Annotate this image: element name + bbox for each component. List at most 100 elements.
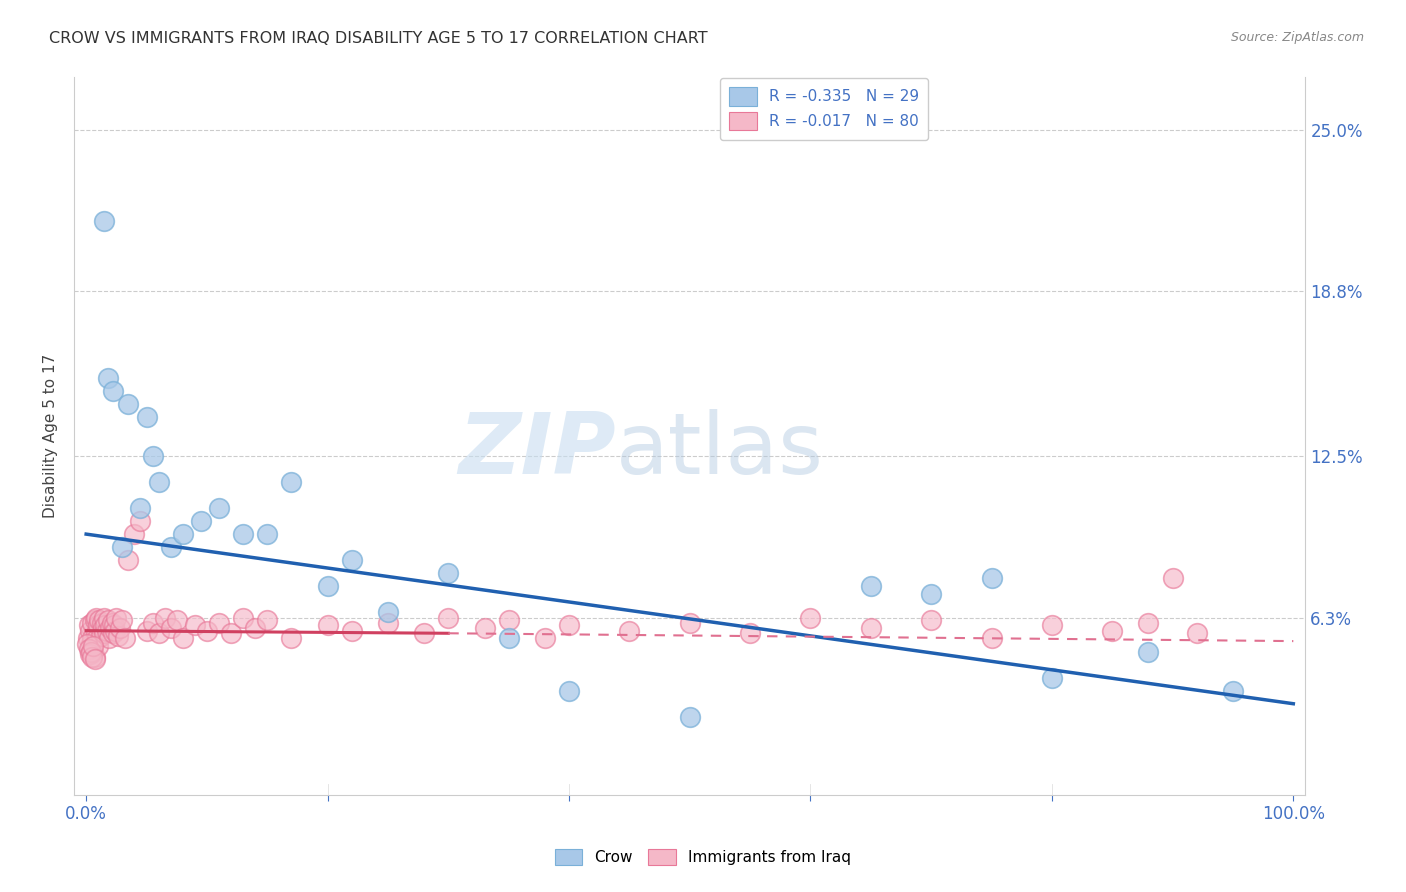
Point: [172, 632, 194, 646]
Point: [980, 572, 1002, 586]
Point: [93, 610, 115, 624]
Point: [142, 449, 165, 463]
Point: [93, 214, 115, 228]
Point: [89, 613, 111, 627]
Point: [80, 637, 103, 651]
Y-axis label: Disability Age 5 to 17: Disability Age 5 to 17: [44, 354, 58, 518]
Point: [172, 527, 194, 541]
Point: [679, 710, 702, 724]
Point: [83, 649, 105, 664]
Point: [195, 624, 218, 638]
Point: [1040, 618, 1063, 632]
Point: [413, 626, 436, 640]
Point: [474, 621, 496, 635]
Point: [77, 618, 100, 632]
Point: [243, 621, 266, 635]
Point: [1185, 626, 1208, 640]
Text: Source: ZipAtlas.com: Source: ZipAtlas.com: [1230, 31, 1364, 45]
Point: [98, 621, 121, 635]
Point: [82, 615, 104, 630]
Point: [114, 632, 136, 646]
Point: [111, 613, 134, 627]
Point: [98, 632, 121, 646]
Point: [111, 540, 134, 554]
Point: [377, 606, 399, 620]
Point: [159, 621, 181, 635]
Point: [77, 632, 100, 646]
Point: [129, 514, 152, 528]
Point: [498, 632, 520, 646]
Point: [280, 632, 302, 646]
Text: atlas: atlas: [616, 409, 824, 492]
Point: [340, 624, 363, 638]
Point: [859, 579, 882, 593]
Point: [100, 615, 122, 630]
Point: [377, 615, 399, 630]
Point: [82, 644, 104, 658]
Point: [316, 579, 339, 593]
Point: [340, 553, 363, 567]
Point: [738, 626, 761, 640]
Point: [232, 527, 254, 541]
Point: [859, 621, 882, 635]
Point: [190, 514, 212, 528]
Point: [90, 615, 112, 630]
Point: [93, 626, 115, 640]
Point: [1101, 624, 1123, 638]
Point: [91, 621, 114, 635]
Point: [280, 475, 302, 489]
Point: [105, 610, 128, 624]
Point: [920, 587, 942, 601]
Point: [184, 618, 207, 632]
Point: [117, 553, 139, 567]
Point: [534, 632, 557, 646]
Point: [94, 618, 117, 632]
Point: [96, 624, 118, 638]
Point: [84, 610, 107, 624]
Point: [148, 475, 170, 489]
Text: CROW VS IMMIGRANTS FROM IRAQ DISABILITY AGE 5 TO 17 CORRELATION CHART: CROW VS IMMIGRANTS FROM IRAQ DISABILITY …: [49, 31, 707, 46]
Point: [148, 626, 170, 640]
Point: [619, 624, 641, 638]
Point: [129, 501, 152, 516]
Point: [108, 621, 131, 635]
Point: [83, 652, 105, 666]
Point: [208, 501, 231, 516]
Point: [920, 613, 942, 627]
Point: [1137, 644, 1160, 658]
Point: [86, 632, 108, 646]
Point: [124, 527, 146, 541]
Point: [437, 566, 460, 581]
Point: [80, 644, 103, 658]
Point: [117, 397, 139, 411]
Point: [1137, 615, 1160, 630]
Point: [83, 613, 105, 627]
Point: [82, 649, 104, 664]
Point: [104, 624, 127, 638]
Point: [79, 624, 101, 638]
Point: [153, 610, 176, 624]
Point: [232, 610, 254, 624]
Point: [90, 629, 112, 643]
Point: [107, 629, 129, 643]
Point: [980, 632, 1002, 646]
Point: [208, 615, 231, 630]
Point: [1040, 671, 1063, 685]
Point: [97, 370, 120, 384]
Point: [1161, 572, 1184, 586]
Point: [103, 618, 125, 632]
Point: [799, 610, 821, 624]
Point: [558, 618, 581, 632]
Legend: Crow, Immigrants from Iraq: Crow, Immigrants from Iraq: [548, 843, 858, 871]
Point: [679, 615, 702, 630]
Point: [77, 641, 100, 656]
Point: [1222, 683, 1244, 698]
Point: [159, 540, 181, 554]
Point: [97, 613, 120, 627]
Point: [142, 615, 165, 630]
Point: [437, 610, 460, 624]
Point: [87, 640, 110, 654]
Point: [166, 613, 188, 627]
Point: [316, 618, 339, 632]
Point: [87, 618, 110, 632]
